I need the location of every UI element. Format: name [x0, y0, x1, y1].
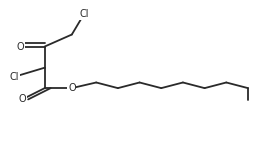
- Text: O: O: [68, 83, 76, 93]
- Text: O: O: [18, 94, 26, 104]
- Text: O: O: [17, 42, 24, 51]
- Text: Cl: Cl: [9, 72, 19, 82]
- Text: Cl: Cl: [79, 9, 89, 19]
